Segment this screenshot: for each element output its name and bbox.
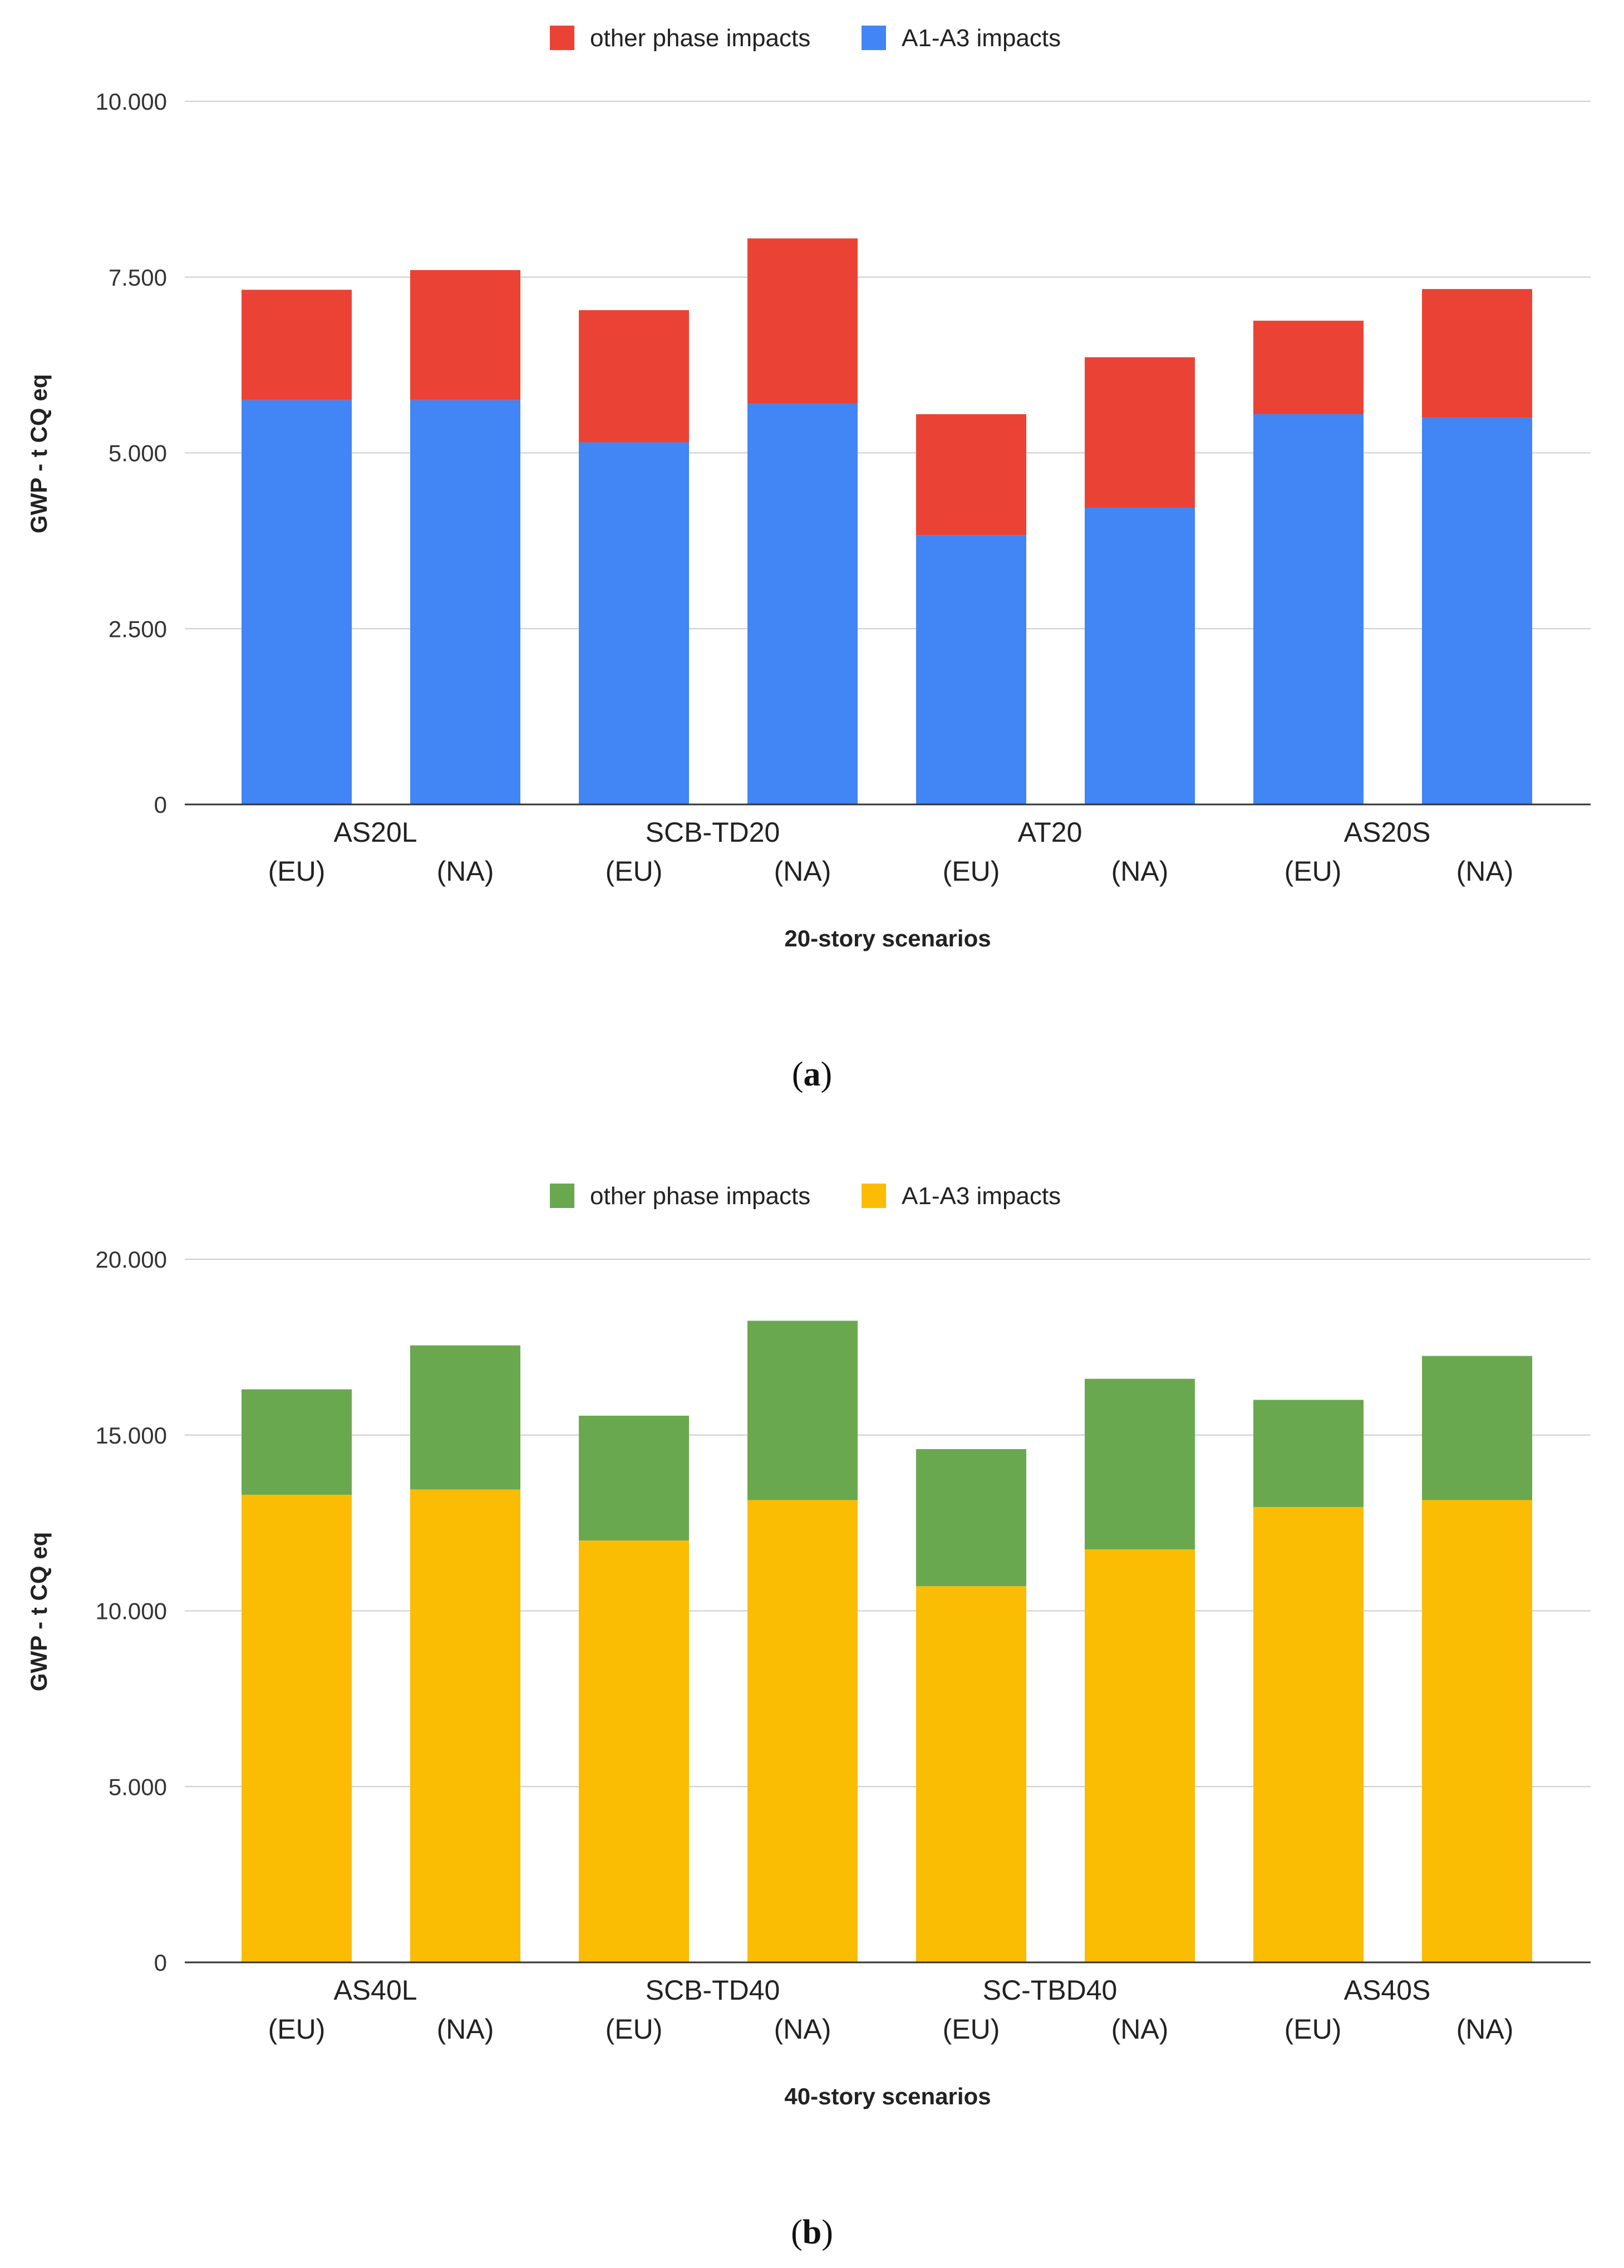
y-tick-label: 15.000 [96, 1422, 167, 1449]
x-tick-label: (EU) [606, 856, 663, 887]
bar-other-phase-4 [916, 1449, 1026, 1587]
x-group-label: SCB-TD20 [646, 817, 780, 848]
x-group-label: AT20 [1018, 817, 1082, 848]
bar-other-phase-0 [242, 289, 352, 400]
x-tick-label: (EU) [606, 2014, 663, 2045]
bar-other-phase-3 [747, 1320, 858, 1500]
x-tick-label: (EU) [268, 2014, 326, 2045]
panel-label-letter: a [804, 1056, 821, 1093]
bar-a1-a3-2 [579, 1540, 689, 1962]
y-tick-label: 7.500 [109, 264, 167, 291]
legend-swatch-a1-a3 [862, 26, 886, 50]
y-tick-label: 5.000 [109, 440, 167, 467]
x-tick-label: (EU) [1285, 856, 1342, 887]
panel-label-close: ) [821, 2213, 833, 2251]
bar-other-phase-7 [1422, 1356, 1532, 1500]
legend-swatch-a1-a3 [862, 1184, 886, 1208]
panel-label: (b) [791, 2213, 833, 2251]
x-tick-label: (EU) [1285, 2014, 1342, 2045]
x-tick-label: (NA) [437, 2014, 494, 2045]
x-group-label: AS20L [333, 817, 417, 848]
bar-a1-a3-7 [1422, 1500, 1532, 1962]
bar-other-phase-6 [1253, 321, 1364, 415]
bar-other-phase-3 [747, 238, 858, 404]
y-tick-label: 5.000 [109, 1774, 167, 1800]
panel-label-letter: b [803, 2213, 821, 2251]
bar-a1-a3-3 [747, 404, 858, 804]
bar-other-phase-1 [410, 270, 520, 400]
bar-a1-a3-3 [747, 1500, 858, 1962]
legend-swatch-other-phase [550, 26, 574, 50]
x-group-label: SCB-TD40 [646, 1975, 780, 2006]
bar-other-phase-0 [242, 1389, 352, 1495]
panel-label-open: ( [792, 1056, 804, 1093]
x-group-label: AS40L [333, 1975, 417, 2006]
y-axis-title: GWP - t CQ eq [26, 374, 52, 533]
x-tick-label: (EU) [268, 856, 326, 887]
y-tick-label: 20.000 [96, 1246, 167, 1273]
y-tick-label: 0 [154, 1950, 167, 1976]
bar-a1-a3-0 [242, 1495, 352, 1962]
legend-label-other-phase: other phase impacts [590, 24, 810, 52]
x-tick-label: (NA) [774, 2014, 831, 2045]
x-axis-title: 20-story scenarios [784, 925, 991, 951]
bar-a1-a3-2 [579, 442, 689, 804]
x-tick-label: (NA) [1456, 856, 1514, 887]
bar-a1-a3-4 [916, 1586, 1026, 1962]
y-tick-label: 0 [154, 792, 167, 818]
x-tick-label: (NA) [1111, 2014, 1169, 2045]
x-tick-label: (EU) [943, 2014, 1000, 2045]
x-group-label: AS20S [1344, 817, 1431, 848]
x-tick-label: (NA) [1456, 2014, 1514, 2045]
bar-a1-a3-1 [410, 1489, 520, 1962]
legend-swatch-other-phase [550, 1184, 574, 1208]
chart-panel-b: other phase impacts A1-A3 impacts 0 5.000 10… [26, 1182, 1591, 2251]
x-tick-label: (NA) [1111, 856, 1169, 887]
bar-a1-a3-4 [916, 535, 1026, 804]
bar-a1-a3-5 [1085, 1549, 1195, 1962]
legend-label-other-phase: other phase impacts [590, 1182, 810, 1210]
panel-label-close: ) [821, 1056, 833, 1093]
bar-other-phase-4 [916, 414, 1026, 536]
y-axis-title: GWP - t CQ eq [26, 1532, 52, 1691]
x-axis-title: 40-story scenarios [784, 2083, 991, 2109]
bar-other-phase-2 [579, 310, 689, 443]
bar-a1-a3-0 [242, 400, 352, 804]
bar-a1-a3-7 [1422, 418, 1532, 804]
bar-other-phase-7 [1422, 289, 1532, 418]
y-tick-label: 2.500 [109, 616, 167, 642]
bar-other-phase-6 [1253, 1400, 1364, 1508]
bar-other-phase-1 [410, 1345, 520, 1490]
bar-a1-a3-6 [1253, 1507, 1364, 1962]
bar-a1-a3-1 [410, 400, 520, 804]
x-group-label: SC-TBD40 [983, 1975, 1118, 2006]
legend-label-a1-a3: A1-A3 impacts [902, 24, 1061, 52]
y-tick-label: 10.000 [96, 89, 167, 115]
bar-a1-a3-5 [1085, 508, 1195, 804]
x-tick-label: (EU) [943, 856, 1000, 887]
panel-label-open: ( [791, 2213, 803, 2251]
x-tick-label: (NA) [774, 856, 831, 887]
chart-panel-a: other phase impacts A1-A3 impacts 0 2.500 5.… [26, 24, 1591, 1093]
x-group-label: AS40S [1344, 1975, 1431, 2006]
bar-other-phase-5 [1085, 1378, 1195, 1549]
bar-other-phase-5 [1085, 357, 1195, 508]
x-tick-label: (NA) [437, 856, 494, 887]
bar-a1-a3-6 [1253, 414, 1364, 804]
bar-other-phase-2 [579, 1416, 689, 1541]
y-tick-label: 10.000 [96, 1598, 167, 1624]
legend-label-a1-a3: A1-A3 impacts [902, 1182, 1061, 1210]
panel-label: (a) [792, 1056, 832, 1093]
